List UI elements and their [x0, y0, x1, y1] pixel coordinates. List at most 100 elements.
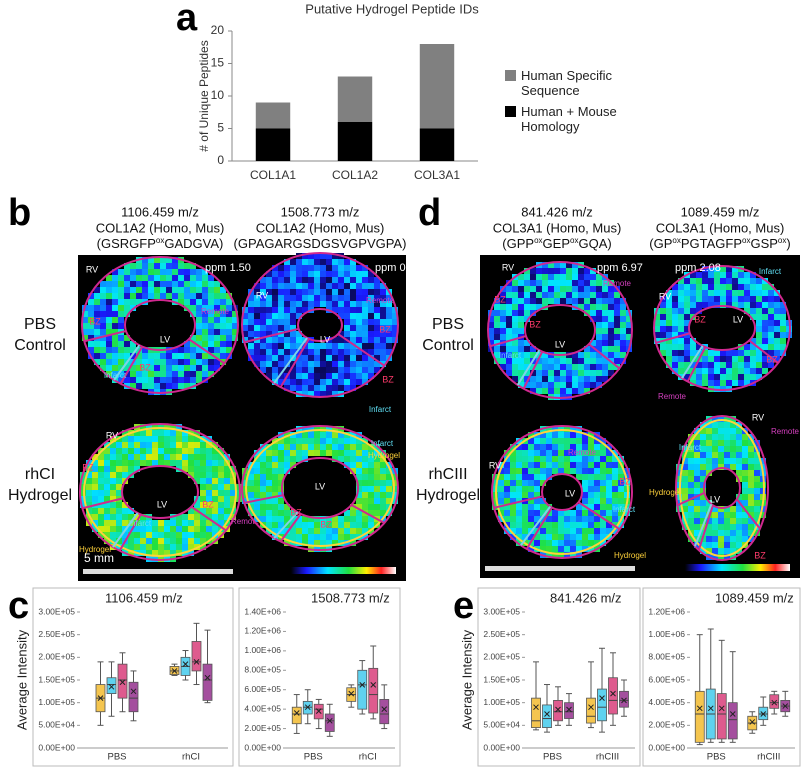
msi-pixel: [302, 301, 308, 307]
msi-pixel: [762, 284, 768, 290]
msi-pixel: [344, 456, 350, 462]
msi-pixel: [212, 454, 218, 460]
msi-pixel: [104, 508, 110, 514]
msi-pixel: [606, 468, 612, 474]
msi-pixel: [302, 271, 308, 277]
msi-pixel: [578, 286, 584, 292]
msi-pixel: [226, 323, 232, 329]
msi-pixel: [356, 331, 362, 337]
msi-pixel: [768, 326, 774, 332]
region-label: RV: [106, 430, 118, 440]
msi-pixel: [540, 504, 546, 510]
msi-pixel: [356, 462, 362, 468]
msi-pixel: [512, 286, 518, 292]
msi-pixel: [708, 368, 714, 374]
msi-pixel: [678, 362, 684, 368]
msi-pixel: [742, 464, 748, 470]
msi-pixel: [742, 518, 748, 524]
msi-pixel: [290, 265, 296, 271]
msi-pixel: [92, 472, 98, 478]
msi-pixel: [362, 486, 368, 492]
msi-pixel: [208, 335, 214, 341]
msi-pixel: [154, 293, 160, 299]
msi-pixel: [666, 302, 672, 308]
msi-pixel: [182, 460, 188, 466]
msi-pixel: [260, 456, 266, 462]
msi-pixel: [380, 307, 386, 313]
msi-pixel: [696, 278, 702, 284]
msi-pixel: [106, 359, 112, 365]
msi-pixel: [212, 490, 218, 496]
msi-pixel: [548, 280, 554, 286]
msi-pixel: [172, 263, 178, 269]
msi-pixel: [182, 526, 188, 532]
msi-pixel: [142, 353, 148, 359]
msi-pixel: [284, 319, 290, 325]
msi-pixel: [666, 320, 672, 326]
msi-pixel: [386, 337, 392, 343]
msi-pixel: [566, 274, 572, 280]
msi-pixel: [576, 462, 582, 468]
msi-pixel: [588, 522, 594, 528]
msi-pixel: [718, 548, 724, 554]
msi-pixel: [682, 488, 688, 494]
msi-pixel: [666, 356, 672, 362]
msi-pixel: [350, 522, 356, 528]
msi-pixel: [278, 271, 284, 277]
msi-pixel: [774, 314, 780, 320]
msi-pixel: [386, 492, 392, 498]
msi-pixel: [148, 353, 154, 359]
msi-pixel: [344, 444, 350, 450]
msi-pixel: [122, 520, 128, 526]
msi-pixel: [320, 301, 326, 307]
msi-pixel: [326, 373, 332, 379]
region-label: BZ: [382, 374, 394, 384]
msi-pixel: [350, 295, 356, 301]
msi-pixel: [368, 522, 374, 528]
msi-pixel: [320, 379, 326, 385]
msi-pixel: [220, 329, 226, 335]
msi-pixel: [700, 434, 706, 440]
msi-pixel: [254, 462, 260, 468]
msi-pixel: [374, 510, 380, 516]
x-tick-label: COL1A1: [250, 168, 296, 182]
sequence-part: GEP: [543, 236, 570, 251]
msi-pixel: [182, 442, 188, 448]
bar-segment: [338, 122, 372, 161]
msi-pixel: [284, 355, 290, 361]
msi-pixel: [152, 430, 158, 436]
msi-pixel: [272, 456, 278, 462]
msi-pixel: [200, 520, 206, 526]
msi-pixel: [528, 522, 534, 528]
y-tick-label: 20: [211, 23, 225, 37]
region-label: Infarct: [759, 267, 782, 276]
msi-pixel: [146, 442, 152, 448]
msi-pixel: [214, 329, 220, 335]
msi-pixel: [338, 271, 344, 277]
msi-pixel: [266, 522, 272, 528]
msi-pixel: [594, 480, 600, 486]
msi-pixel: [356, 468, 362, 474]
msi-pixel: [708, 278, 714, 284]
msi-pixel: [278, 343, 284, 349]
msi-pixel: [248, 486, 254, 492]
msi-pixel: [320, 265, 326, 271]
msi-pixel: [308, 355, 314, 361]
sequence-part: GADGVA): [164, 236, 223, 251]
msi-pixel: [678, 344, 684, 350]
msi-pixel: [590, 352, 596, 358]
msi-pixel: [308, 361, 314, 367]
msi-pixel: [224, 496, 230, 502]
msi-pixel: [332, 271, 338, 277]
msi-pixel: [272, 480, 278, 486]
msi-pixel: [368, 283, 374, 289]
msi-pixel: [326, 367, 332, 373]
msi-pixel: [620, 316, 626, 322]
msi-pixel: [214, 323, 220, 329]
region-label: LV: [157, 499, 167, 509]
msi-pixel: [756, 332, 762, 338]
msi-pixel: [266, 349, 272, 355]
msi-pixel: [494, 334, 500, 340]
msi-pixel: [564, 528, 570, 534]
y-tick-label: 1.00E+05: [483, 697, 520, 707]
